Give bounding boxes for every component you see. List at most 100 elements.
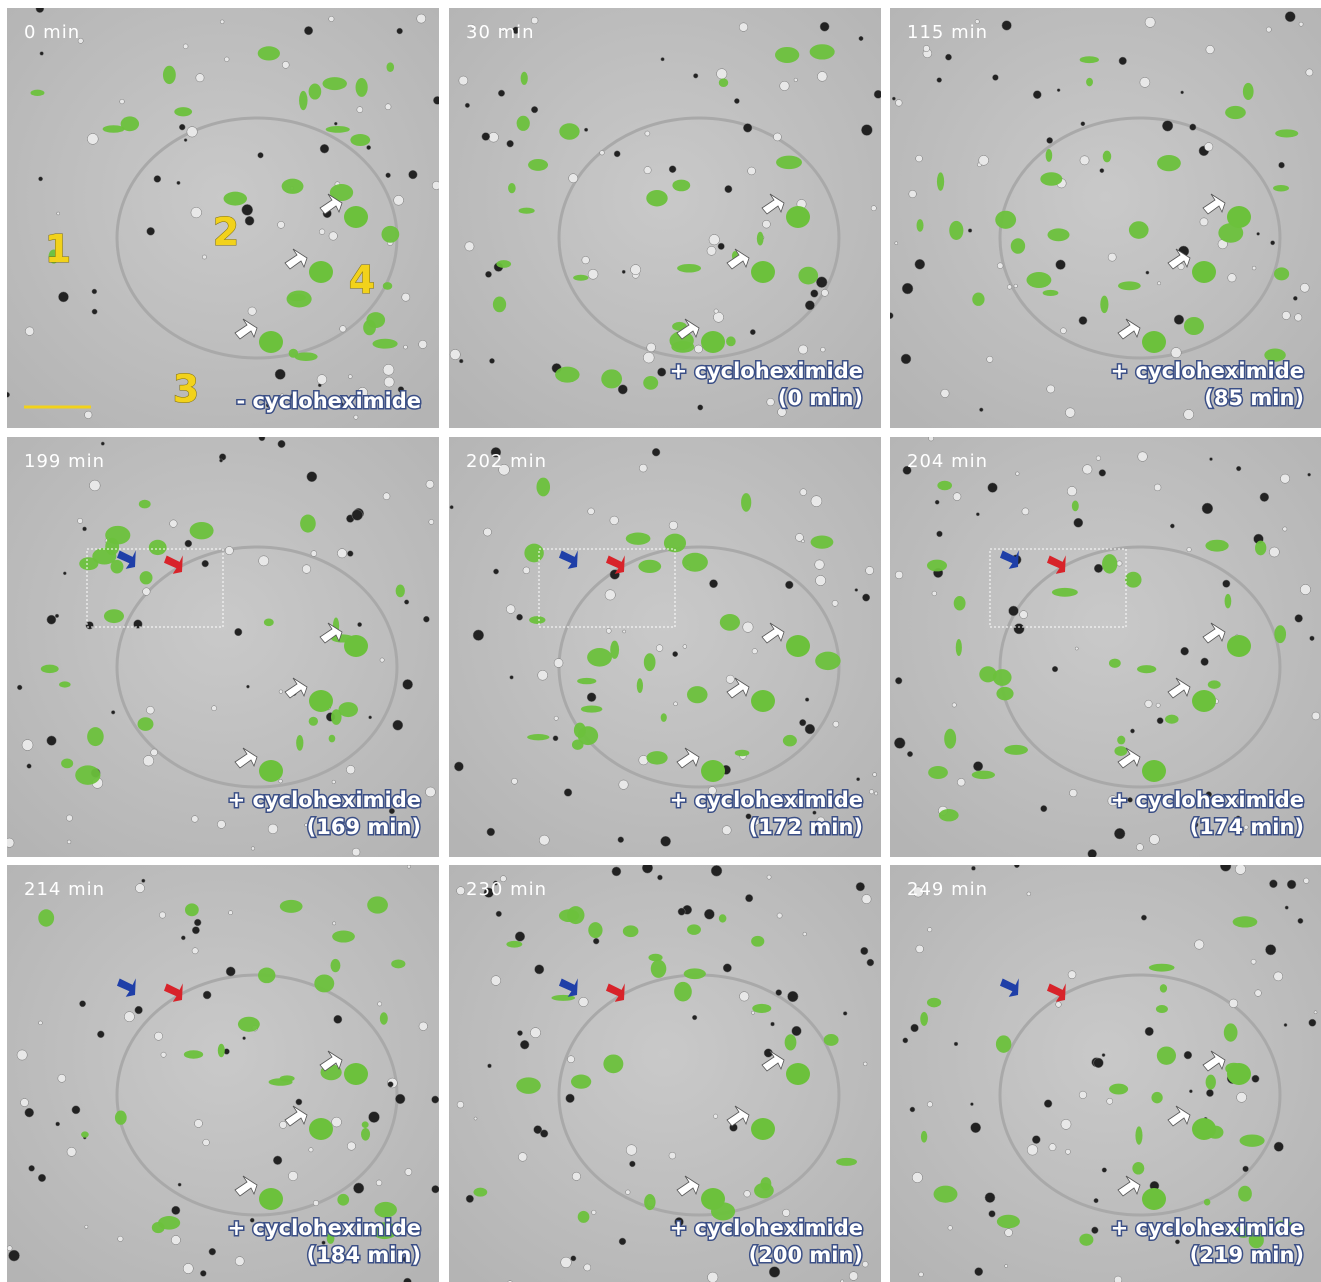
granule [711,865,722,876]
green-signal [1109,659,1121,668]
granule [388,1082,393,1087]
granule [178,1183,181,1186]
green-signal [920,1012,928,1026]
granule [1287,880,1296,889]
green-signal [574,723,586,738]
granule [1157,282,1160,285]
granule [584,1264,591,1271]
granule [25,327,34,336]
green-signal [496,260,511,268]
granule [912,1172,922,1182]
granule [785,581,793,589]
panel: 202 min+ cycloheximide(172 min) [449,437,881,857]
granule [124,1012,134,1022]
granule [385,104,391,110]
granule [657,875,662,880]
green-signal [1047,228,1069,241]
granule [1255,990,1262,997]
green-signal [687,924,701,935]
granule [278,440,285,447]
granule [612,867,621,876]
green-signal [751,936,764,947]
granule [941,389,949,397]
green-signal [105,526,130,545]
green-signal [997,1215,1020,1228]
granule [118,1236,123,1241]
green-signal [775,47,799,63]
granule [618,837,624,843]
green-spot [1227,1063,1251,1085]
green-signal [282,179,304,194]
green-signal [993,669,1012,686]
green-signal [811,535,834,548]
green-spot [786,206,810,228]
green-signal [757,232,764,246]
granule [1005,1229,1013,1237]
time-label: 0 min [24,22,80,43]
granule [1312,712,1320,720]
granule [799,345,808,354]
green-signal [1243,83,1254,100]
granule [909,190,917,198]
granule [1308,473,1311,476]
granule [1136,844,1143,851]
green-signal [810,44,835,59]
granule [187,127,197,137]
granule [1047,137,1053,143]
granule [623,630,626,633]
green-signal [362,1121,369,1128]
green-signal [1205,540,1228,552]
green-signal [1043,290,1059,296]
green-signal [387,62,395,72]
granule [273,1156,282,1165]
green-signal [1052,588,1078,597]
granule [1056,260,1066,270]
granule [1283,527,1287,531]
green-signal [309,84,322,100]
granule [874,792,877,795]
green-signal [644,1194,655,1210]
green-signal [184,1050,203,1058]
granule [1181,91,1184,94]
green-signal [646,751,667,764]
green-signal [939,809,959,821]
granule [1145,17,1155,27]
granule [407,865,410,868]
granule [1083,465,1092,474]
granule [1108,253,1116,261]
granule [282,61,289,68]
granule [85,411,93,419]
granule [910,1107,915,1112]
treatment-label: + cycloheximide [1111,359,1304,383]
green-spot [751,261,775,283]
granule [302,565,311,574]
granule [1243,1166,1249,1172]
granule [752,649,757,654]
green-signal [524,544,543,563]
green-spot [1142,760,1166,782]
granule [369,716,372,719]
granule [225,546,233,554]
granule [1306,69,1313,76]
time-label: 30 min [466,22,535,43]
granule [739,992,748,1001]
green-signal [396,585,405,598]
granule [87,133,98,144]
granule [83,527,87,531]
green-signal [79,557,98,570]
green-spot [1142,1188,1166,1210]
granule [340,326,346,332]
granule [20,1098,28,1106]
granule [800,489,807,496]
granule [22,740,33,751]
granule [347,551,353,557]
green-spot [1227,635,1251,657]
green-signal [1149,964,1175,972]
green-signal [1274,625,1286,643]
granule [1171,348,1181,358]
granule [354,415,358,419]
granule [1119,57,1127,65]
green-signal [380,1012,388,1024]
granule [86,622,94,630]
green-signal [350,134,370,146]
